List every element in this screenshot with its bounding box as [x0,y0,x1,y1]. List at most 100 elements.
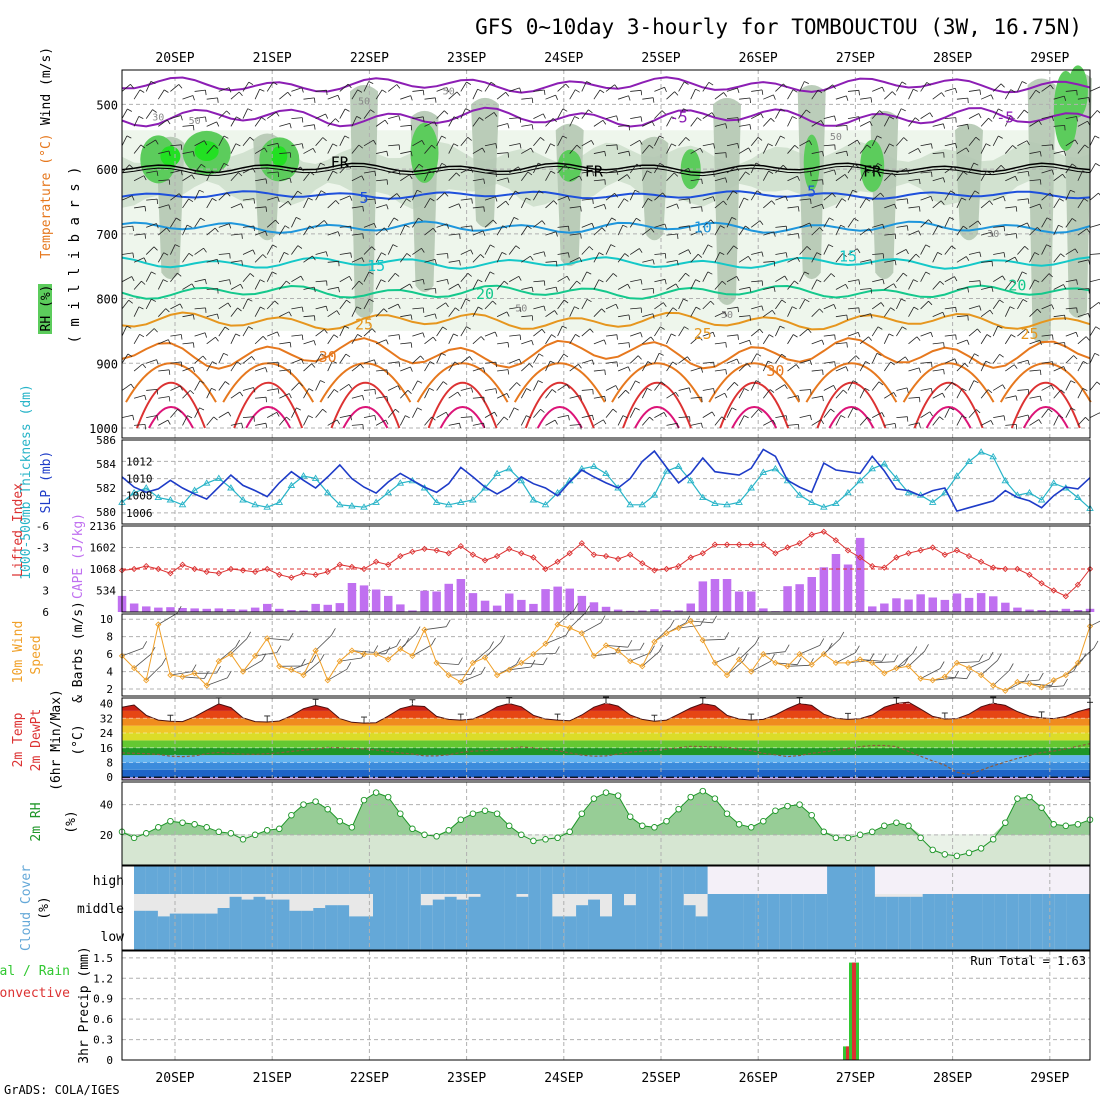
cape-bar [977,593,986,612]
cape-bar [965,598,974,612]
rh-contour-label: 50 [358,96,370,107]
cloud-cell [732,894,744,922]
slp-tick-label: 1006 [126,507,153,520]
cape-bar [989,596,998,612]
lifted-tick-label: 6 [42,606,49,619]
cloud-cell [839,894,851,922]
cloud-cell-bg [755,866,767,894]
cloud-cell [457,922,469,950]
rh2m-point [712,796,718,802]
rh2m-point [482,808,488,814]
cloud-cell [1066,894,1078,922]
cape-bar [1001,603,1010,612]
cloud-cell [636,866,648,894]
cloud-cell [755,894,767,922]
wind-barb [1090,163,1096,173]
cape-bar [445,584,454,612]
cape-bar [529,604,538,612]
cloud-cell [218,922,230,950]
cloud-cell [433,922,445,950]
cloud-cell [289,866,301,894]
cloud-cell [409,922,421,950]
wind-barb-flag [481,667,485,674]
pressure-tick-label: 500 [96,98,118,112]
cloud-cell [170,914,182,922]
cloud-axis-label: Cloud Cover [19,865,34,951]
wind-barb-flag [432,638,436,645]
cloud-cell [469,897,481,922]
cloud-cell [767,922,779,950]
rh2m-point [688,794,694,800]
cape-bar [336,603,345,612]
slp-line [122,449,1090,511]
cloud-cell-bg [1006,866,1018,894]
cloud-cell [397,922,409,950]
cloud-cell [265,922,277,950]
rh2m-point [1051,822,1057,828]
rh2m-point [785,803,791,809]
rh2m-point [494,811,500,817]
wind-barb-flag [725,632,729,639]
wind-barb-flag [446,620,450,627]
cloud-cell [1042,894,1054,922]
cape-bar [372,590,381,613]
cape-bar [566,589,575,612]
cape-bar [904,600,913,613]
cloud-cell [230,897,242,922]
cloud-cell [588,922,600,950]
rh2m-tick-label: 40 [100,799,113,812]
cape-bar [578,596,587,612]
wind-barb [400,634,416,649]
rh2m-tick-label: 20 [100,829,113,842]
temp-tick-label: 16 [100,742,113,755]
wind-barb-flag [157,389,158,394]
rh2m-point [809,812,815,818]
cloud-cell [743,894,755,922]
cloud-cell [624,905,636,922]
wind-barb-flag [162,658,166,665]
isotherm-label: 10 [694,218,712,236]
temp-band [122,704,1090,711]
cape-bar [723,579,732,612]
wind-axis-label: Wind (m/s) [39,47,54,125]
wind-barb [1090,413,1100,418]
cloud-cell [206,922,218,950]
lifted-axis-label: Lifted Index [11,483,26,577]
cloud-cell [660,894,672,922]
cloud-cell [146,911,158,922]
cape-bar [130,604,139,613]
wind-barb-flag [157,199,158,204]
rh2m-point [156,825,162,831]
isotherm-label: FR [585,163,604,181]
cloud-cell [170,922,182,950]
cloud-cell [732,922,744,950]
cloud-cell [720,894,732,922]
precip-tick-label: 0.9 [93,993,113,1006]
isotherm-label: FR [863,163,882,181]
cloud-cell [779,894,791,922]
cape-bar [493,606,502,612]
rh2m-point [882,823,888,829]
wind-barb [582,623,601,634]
isotherm-label: 30 [766,362,784,380]
cloud-cell [564,916,576,922]
wind-barb-flag [1094,641,1098,648]
cloud-cell-bg [1042,866,1054,894]
wind-barb-flag [955,671,959,678]
cloud-cell [600,916,612,922]
wind-barb-flag [397,639,401,646]
cloud-cell [469,922,481,950]
cloud-cell [1054,894,1066,922]
cloud-cell [421,922,433,950]
wind-barb-flag [820,638,824,645]
thickness-tick-label: 584 [96,458,116,471]
rh2m-point [1027,794,1033,800]
cloud-cell [325,866,337,894]
wind-barb [183,677,205,679]
cape-bar [154,608,163,612]
cloud-cell [923,922,935,950]
cloud-cell-bg [1054,866,1066,894]
